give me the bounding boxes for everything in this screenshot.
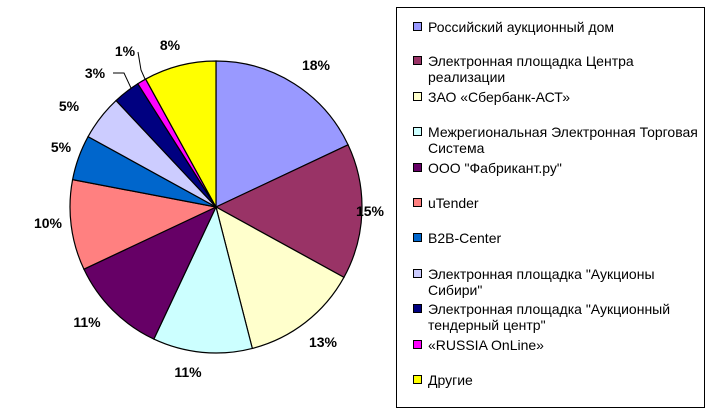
legend-label: Другие [428,372,473,388]
percent-label: 13% [309,334,338,350]
legend-swatch [413,304,422,313]
legend-swatch [413,22,422,31]
legend-swatch [413,163,422,172]
pie-slice [83,205,218,340]
percent-label: 1% [115,43,136,59]
legend-swatch [413,56,422,65]
legend-item: «RUSSIA OnLine» [413,337,703,353]
legend-swatch [413,269,422,278]
percent-label: 8% [160,37,181,53]
percent-label: 15% [356,203,385,219]
legend-label: Электронная площадка "Аукционы Сибири" [428,266,655,298]
legend-item: Российский аукционный дом [413,19,703,35]
legend-swatch [413,92,422,101]
legend: Российский аукционный дом Электронная пло… [396,7,705,408]
legend-label: ЗАО «Сбербанк-АСТ» [428,89,570,105]
legend-item: Электронная площадка "Аукционный тендерн… [413,301,703,333]
legend-swatch [413,233,422,242]
percent-label: 10% [34,215,63,231]
legend-swatch [413,127,422,136]
legend-label: Электронная площадка "Аукционный тендерн… [428,301,671,333]
legend-label: uTender [428,195,479,211]
leader-line [113,72,132,89]
legend-item: Электронная площадка "Аукционы Сибири" [413,266,703,298]
percent-label: 18% [302,57,331,73]
legend-item: ООО "Фабрикант.ру" [413,160,703,176]
percent-label: 3% [85,65,106,81]
legend-item: uTender [413,195,703,211]
pie-slice [214,144,363,279]
percent-labels: 18% 15% 13% 11% 11% 10% 5% 5% 3% 1% 8% [34,37,385,380]
percent-label: 5% [51,139,72,155]
pie-slice [69,178,218,270]
percent-label: 5% [59,98,80,114]
pie-slice [153,205,254,354]
legend-item: Электронная площадка Центра реализации [413,53,703,85]
leader-line [137,51,146,80]
legend-item: Другие [413,372,703,388]
pie-slice [144,60,217,208]
legend-label: ООО "Фабрикант.ру" [428,160,562,176]
pie-chart: 18% 15% 13% 11% 11% 10% 5% 5% 3% 1% 8% [34,37,385,380]
legend-label: Электронная площадка Центра реализации [428,53,634,85]
legend-item: ЗАО «Сбербанк-АСТ» [413,89,703,105]
legend-item: Межрегиональная Электронная Торговая Сис… [413,124,703,156]
pie-slices [69,60,363,354]
pie-slice [215,205,345,350]
pie-slice [215,60,349,208]
percent-label: 11% [174,364,202,380]
legend-label: Межрегиональная Электронная Торговая Сис… [428,124,698,156]
legend-label: Российский аукционный дом [428,19,614,35]
legend-label: B2B-Center [428,230,502,246]
legend-swatch [413,340,422,349]
legend-swatch [413,375,422,384]
percent-label: 11% [73,314,101,330]
leader-lines [113,51,146,89]
legend-item: B2B-Center [413,230,703,246]
legend-swatch [413,198,422,207]
legend-label: «RUSSIA OnLine» [428,337,544,353]
